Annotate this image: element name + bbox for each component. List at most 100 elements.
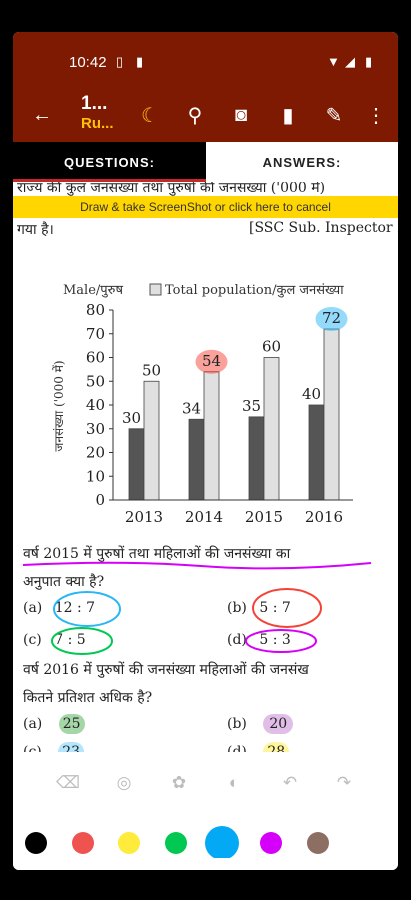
option-value: 7 : 5: [54, 632, 86, 648]
y-tick-label: 60: [86, 349, 105, 367]
bar-value-label: 60: [262, 338, 281, 356]
y-tick-label: 0: [95, 491, 105, 509]
q1-option-d[interactable]: (d) 5 : 3: [227, 632, 291, 648]
option-value: 28: [263, 742, 290, 752]
partial-line-1: राज्य की कुल जनसंख्या तथा पुरुषों की जनस…: [17, 182, 326, 196]
option-value: 5 : 3: [259, 632, 291, 648]
q1-text-line2: अनुपात क्या है?: [23, 574, 105, 590]
color-swatch[interactable]: [260, 832, 282, 854]
magenta-circle-annotation: [245, 629, 317, 653]
option-label: (d): [227, 744, 247, 752]
bar-total: [203, 371, 220, 501]
tab-indicator: [13, 179, 206, 182]
highlight-annotation: [315, 307, 348, 331]
q1-underline: [22, 561, 372, 570]
tab-bar: QUESTIONS: ANSWERS:: [13, 142, 398, 182]
option-value: 5 : 7: [259, 600, 291, 616]
bar-value-label: 54: [202, 352, 221, 370]
bar-value-label: 72: [322, 309, 341, 327]
bar-value-label: 30: [122, 409, 141, 427]
screenshot-banner[interactable]: Draw & take ScreenShot or click here to …: [13, 196, 398, 218]
bar-total: [143, 380, 160, 501]
highlight-annotation: [195, 349, 228, 374]
bar-total: [263, 357, 280, 501]
red-circle-annotation: [252, 588, 322, 628]
bar-chart: Male/पुरुष Total population/कुल जनसंख्या …: [52, 283, 353, 526]
y-axis-ticks: 0 10 20 30 40 50 60 70 80: [86, 301, 113, 509]
x-tick-label: 2014: [185, 508, 223, 526]
color-swatch[interactable]: [307, 832, 329, 854]
undo-icon[interactable]: ↶: [282, 773, 298, 792]
doc-title-sub: Ru...: [81, 115, 114, 132]
option-label: (c): [23, 632, 42, 648]
palette-icon[interactable]: ✿: [171, 773, 187, 792]
q2-option-a[interactable]: (a) 25: [23, 714, 85, 734]
y-axis-label: जनसंख्या ('000 में): [52, 360, 66, 451]
bar-value-label: 35: [242, 397, 261, 415]
color-swatch[interactable]: [165, 832, 187, 854]
q2-text-line2: कितने प्रतिशत अधिक है?: [23, 690, 153, 706]
color-swatch[interactable]: [205, 826, 239, 860]
doc-title-main: 1...: [81, 93, 108, 114]
q2-option-b[interactable]: (b) 20: [227, 714, 294, 734]
back-icon[interactable]: ←: [32, 103, 52, 126]
drawing-toolbar: ⌫ ◎ ✿ ◐ ↶ ↷: [13, 752, 398, 870]
tab-questions-label: QUESTIONS:: [64, 154, 155, 170]
tab-answers[interactable]: ANSWERS:: [206, 142, 398, 182]
legend-total-label: Total population/कुल जनसंख्या: [165, 283, 344, 298]
search-icon[interactable]: ⚲: [187, 104, 203, 127]
option-label: (b): [227, 716, 247, 732]
q1-option-c[interactable]: (c) 7 : 5: [23, 632, 86, 648]
color-swatch[interactable]: [72, 832, 94, 854]
more-icon[interactable]: ⋮: [366, 104, 386, 127]
signal-icon: ◢: [345, 54, 355, 69]
bar-male: [188, 418, 205, 501]
x-tick-label: 2015: [245, 508, 283, 526]
q2-option-d[interactable]: (d) 28: [227, 742, 290, 752]
y-tick-label: 50: [86, 372, 105, 390]
eraser-icon[interactable]: ⌫: [55, 773, 81, 792]
bar-value-label: 40: [302, 385, 321, 403]
bar-male: [128, 428, 145, 501]
tab-questions[interactable]: QUESTIONS:: [13, 142, 206, 182]
y-tick-label: 10: [86, 467, 105, 485]
legend-total-swatch: [149, 283, 162, 296]
chart-legend: Male/पुरुष Total population/कुल जनसंख्या: [63, 283, 344, 298]
q2-option-c[interactable]: (c) 23: [23, 742, 85, 752]
color-swatch[interactable]: [25, 832, 47, 854]
bar-value-label: 50: [142, 361, 161, 379]
q1-text-line1: वर्ष 2015 में पुरुषों तथा महिलाओं की जनस…: [23, 546, 291, 562]
q1-option-a[interactable]: (a) 12 : 7: [23, 600, 95, 616]
pencil-icon[interactable]: ✎: [325, 104, 343, 127]
partial-line-2: गया है।: [17, 222, 54, 238]
option-label: (c): [23, 744, 42, 752]
camera-icon[interactable]: ◙: [234, 103, 248, 126]
bookmark-icon[interactable]: ▮: [282, 104, 294, 127]
battery-icon: ▮: [365, 54, 373, 69]
doc-title: 1... Ru...: [81, 94, 114, 134]
option-value: 12 : 7: [54, 600, 96, 616]
x-tick-label: 2016: [305, 508, 343, 526]
option-label: (d): [227, 632, 247, 648]
option-value: 25: [58, 714, 85, 734]
redo-icon[interactable]: ↷: [336, 773, 352, 792]
gesture-handle[interactable]: [172, 858, 240, 861]
app-toolbar: ← 1... Ru... ☾ ⚲ ◙ ▮ ✎ ⋮: [13, 90, 398, 142]
q1-option-b[interactable]: (b) 5 : 7: [227, 600, 291, 616]
y-tick-label: 70: [86, 325, 105, 343]
x-axis-ticks: 2013 2014 2015 2016: [125, 508, 343, 526]
night-mode-icon[interactable]: ☾: [141, 104, 159, 127]
circle-icon[interactable]: ◎: [116, 773, 132, 792]
option-value: 23: [58, 742, 85, 752]
green-circle-annotation: [51, 627, 113, 655]
phone-screen: 10:42 ▯ ▮ ▼ ◢ ▮ ← 1... Ru... ☾ ⚲ ◙ ▮ ✎ ⋮…: [13, 32, 398, 870]
y-tick-label: 80: [86, 301, 105, 319]
y-tick-label: 40: [86, 396, 105, 414]
color-swatch[interactable]: [118, 832, 140, 854]
option-label: (a): [23, 600, 43, 616]
bar-total: [323, 328, 340, 501]
page-view[interactable]: राज्य की कुल जनसंख्या तथा पुरुषों की जनस…: [13, 182, 398, 752]
opacity-icon[interactable]: ◐: [228, 773, 240, 792]
option-label: (a): [23, 716, 43, 732]
bar-value-label: 34: [182, 399, 201, 417]
